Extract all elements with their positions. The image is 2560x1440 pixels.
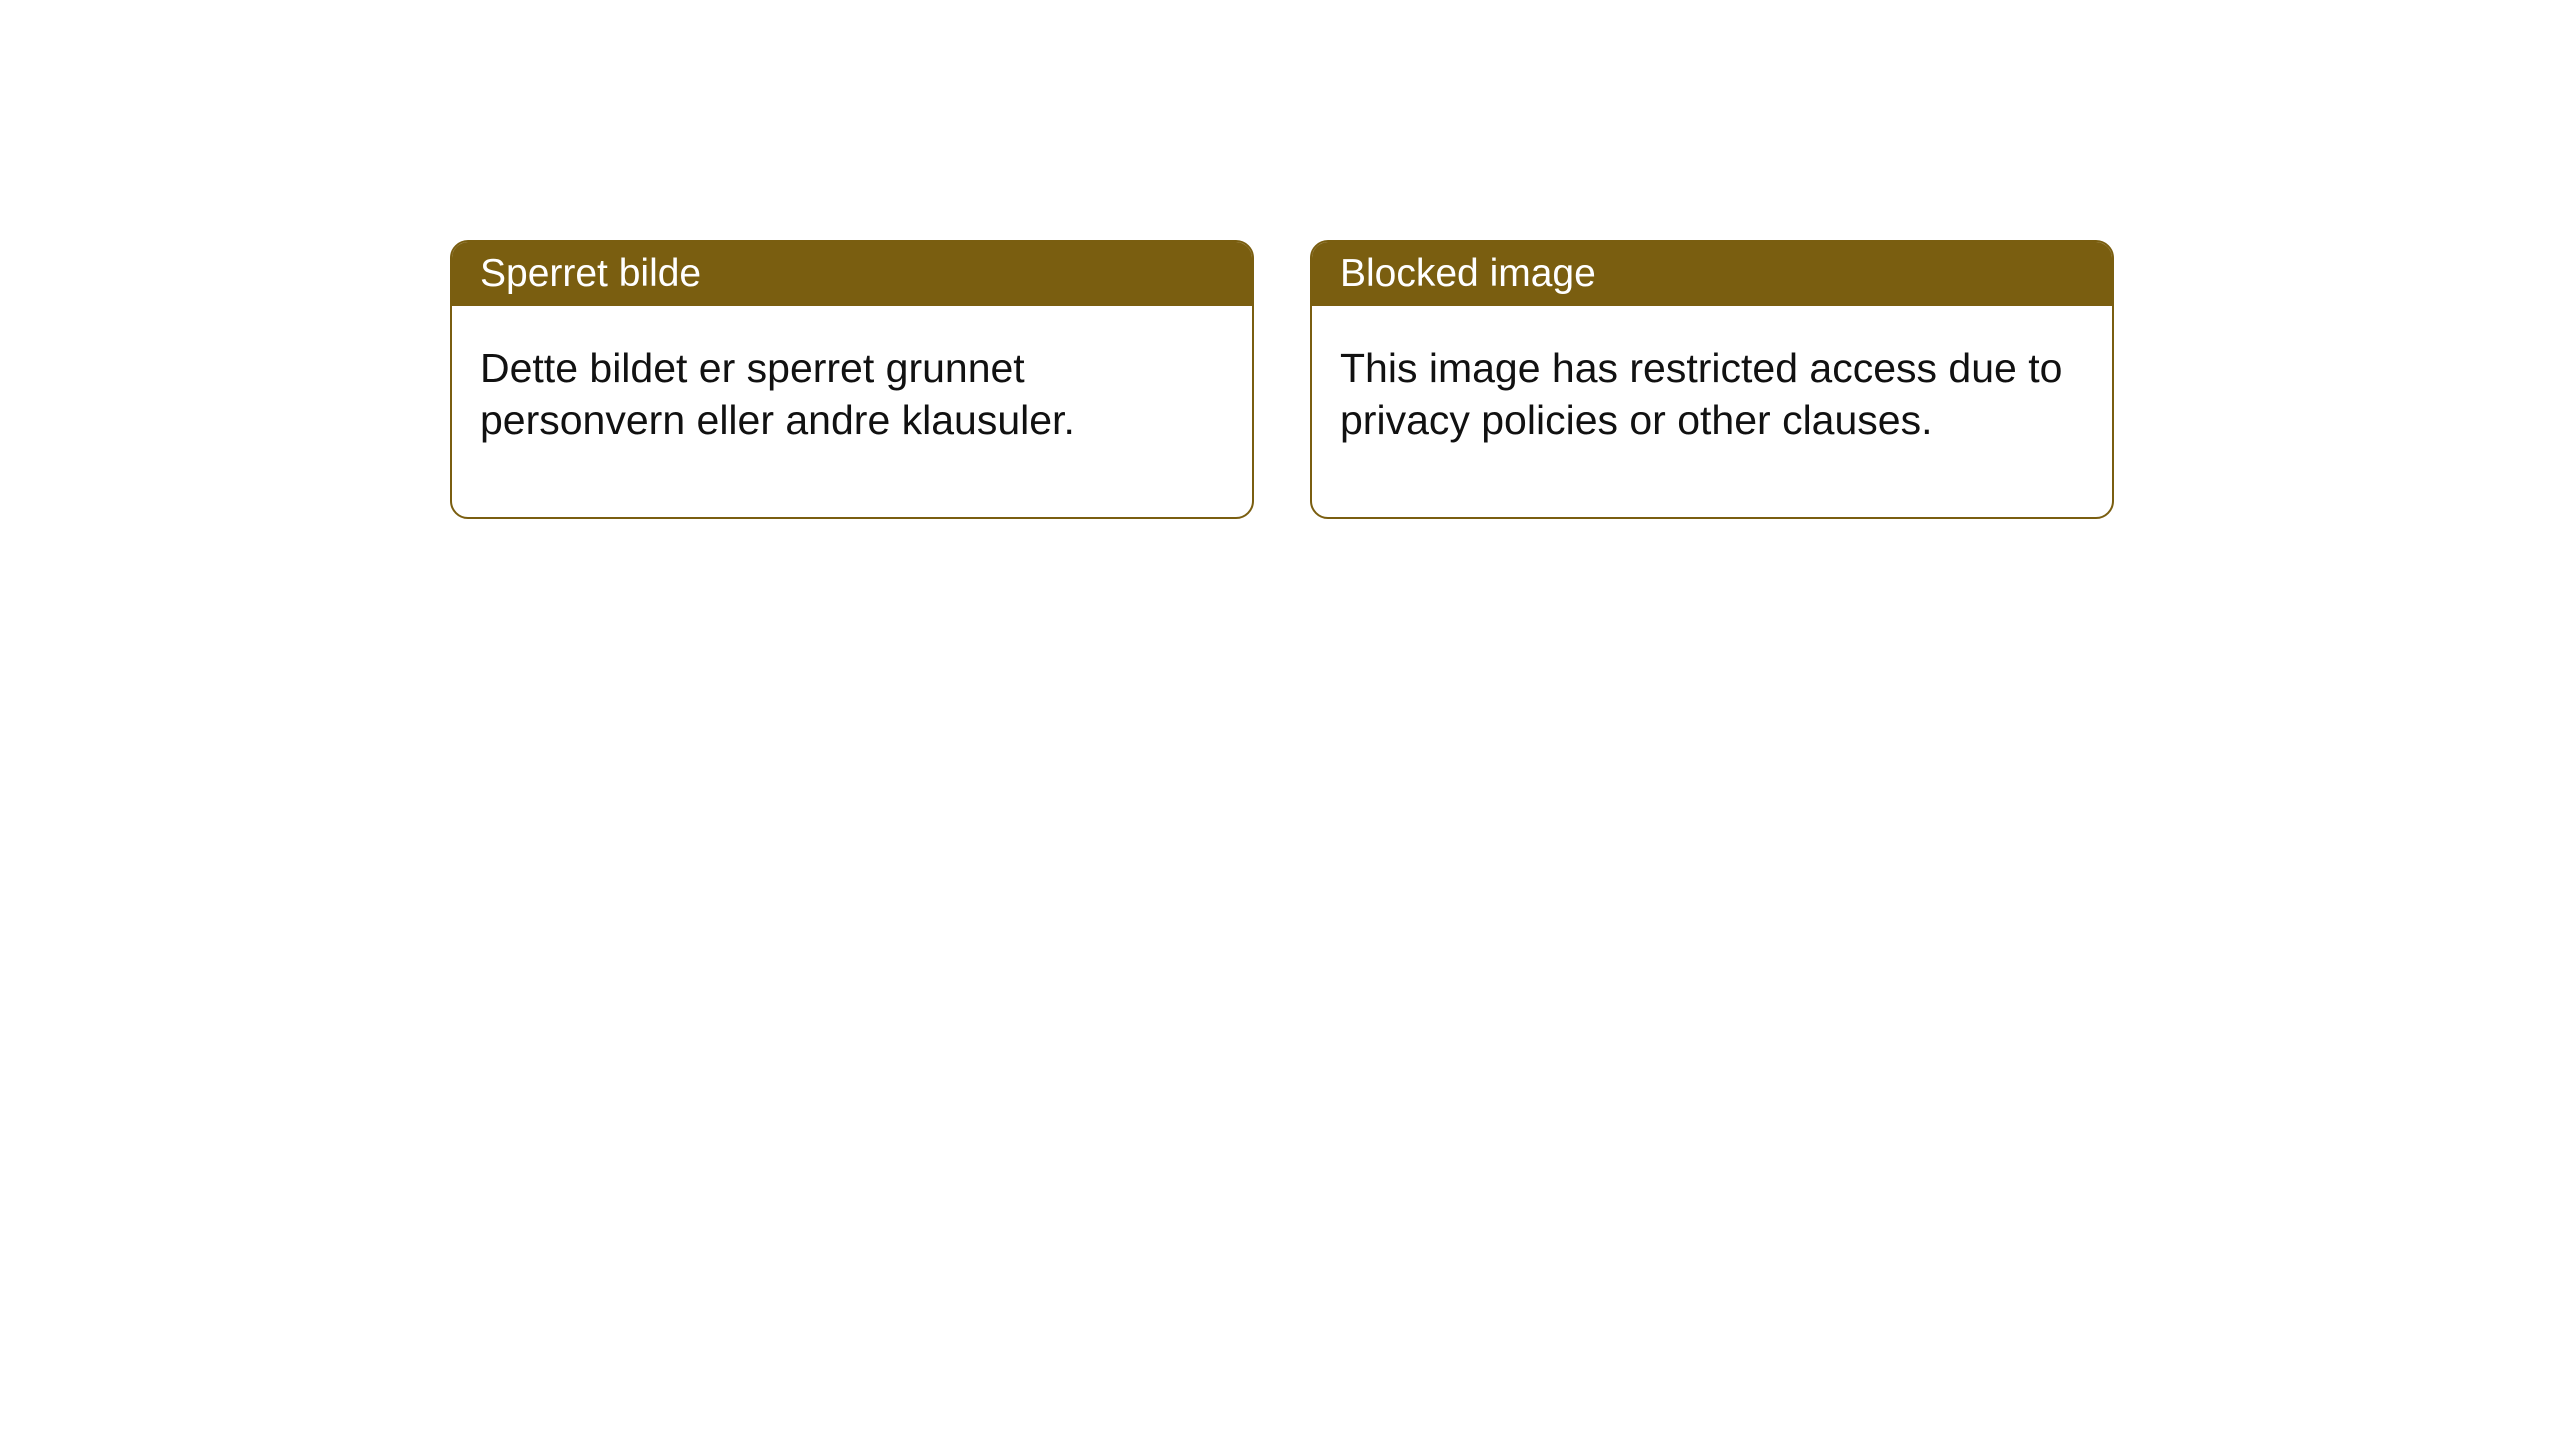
notice-body-norwegian: Dette bildet er sperret grunnet personve… (452, 306, 1252, 517)
notice-title-english: Blocked image (1312, 242, 2112, 306)
notice-card-norwegian: Sperret bilde Dette bildet er sperret gr… (450, 240, 1254, 519)
notice-body-english: This image has restricted access due to … (1312, 306, 2112, 517)
notice-card-english: Blocked image This image has restricted … (1310, 240, 2114, 519)
notice-title-norwegian: Sperret bilde (452, 242, 1252, 306)
notice-container: Sperret bilde Dette bildet er sperret gr… (0, 0, 2560, 519)
